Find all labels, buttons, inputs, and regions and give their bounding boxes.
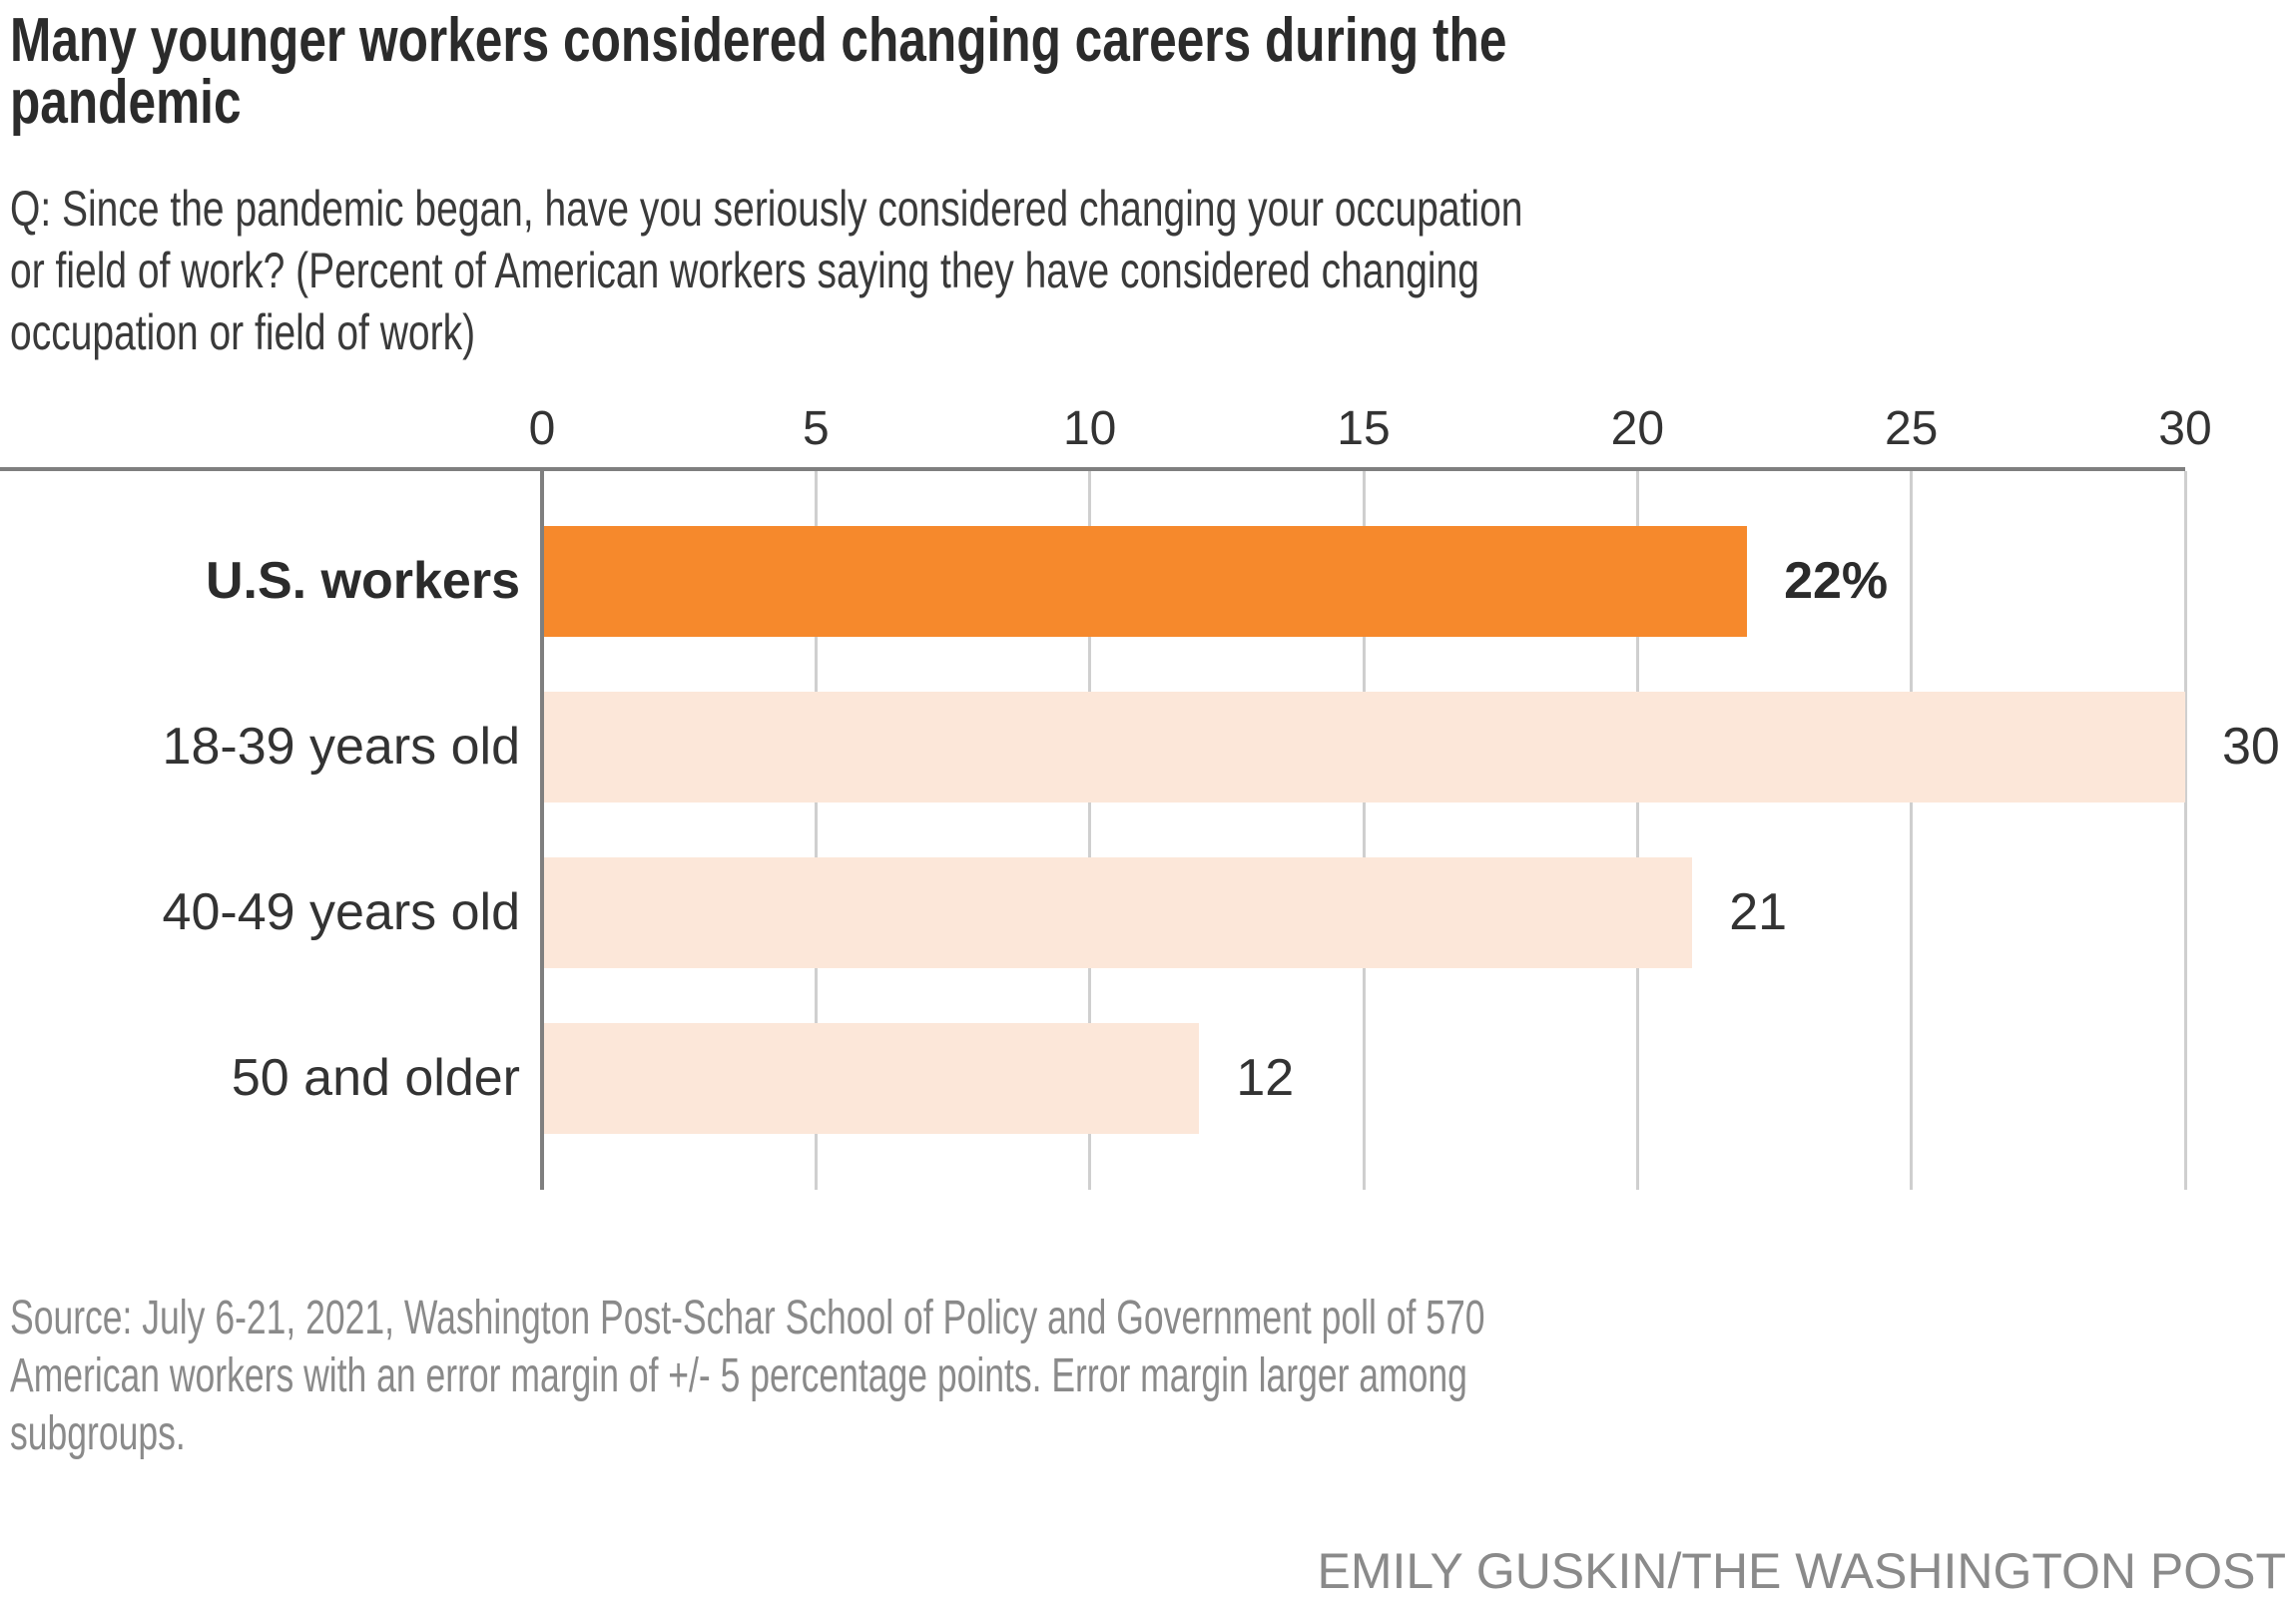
gridline-25 [1910,471,1914,1190]
gridline-15 [1362,471,1366,1190]
x-tick-label-5: 5 [802,402,830,455]
source-note-line: American workers with an error margin of… [10,1349,1467,1402]
gridline-30 [2183,471,2187,1190]
x-tick-label-20: 20 [1610,402,1665,455]
chart-title-line: pandemic [10,68,242,137]
bar-u-s-workers [544,526,1748,637]
category-label-u-s-workers: U.S. workers [205,552,520,610]
x-tick-label-30: 30 [2158,402,2212,455]
category-label-18-39-years-old: 18-39 years old [162,718,520,776]
source-note: Source: July 6-21, 2021, Washington Post… [10,1290,1485,1463]
category-label-50-and-older: 50 and older [231,1049,520,1107]
x-axis-line [0,467,2185,471]
chart-subtitle: Q: Since the pandemic began, have you se… [10,178,1522,363]
chart-subtitle-line: Q: Since the pandemic began, have you se… [10,181,1523,237]
gridline-5 [814,471,818,1190]
source-note-line: Source: July 6-21, 2021, Washington Post… [10,1292,1485,1344]
value-label-50-and-older: 12 [1236,1049,1295,1107]
x-tick-label-15: 15 [1337,402,1391,455]
value-label-40-49-years-old: 21 [1729,883,1788,941]
source-note-line: subgroups. [10,1407,186,1460]
chart-subtitle-line: occupation or field of work) [10,304,476,360]
gridline-20 [1635,471,1639,1190]
bar-50-and-older [544,1023,1200,1134]
credit-line: EMILY GUSKIN/THE WASHINGTON POST [1317,1543,2286,1599]
chart-title-line: Many younger workers considered changing… [10,6,1507,75]
x-tick-label-10: 10 [1062,402,1117,455]
x-tick-label-0: 0 [528,402,556,455]
bar-40-49-years-old [544,857,1693,968]
bar-18-39-years-old [544,692,2185,802]
chart-title: Many younger workers considered changing… [10,10,1506,134]
value-label-u-s-workers: 22% [1784,552,1889,610]
y-axis-baseline [540,471,544,1190]
chart-subtitle-line: or field of work? (Percent of American w… [10,243,1479,298]
x-tick-label-25: 25 [1884,402,1939,455]
gridline-10 [1088,471,1092,1190]
category-label-40-49-years-old: 40-49 years old [162,883,520,941]
value-label-18-39-years-old: 30 [2222,718,2280,776]
